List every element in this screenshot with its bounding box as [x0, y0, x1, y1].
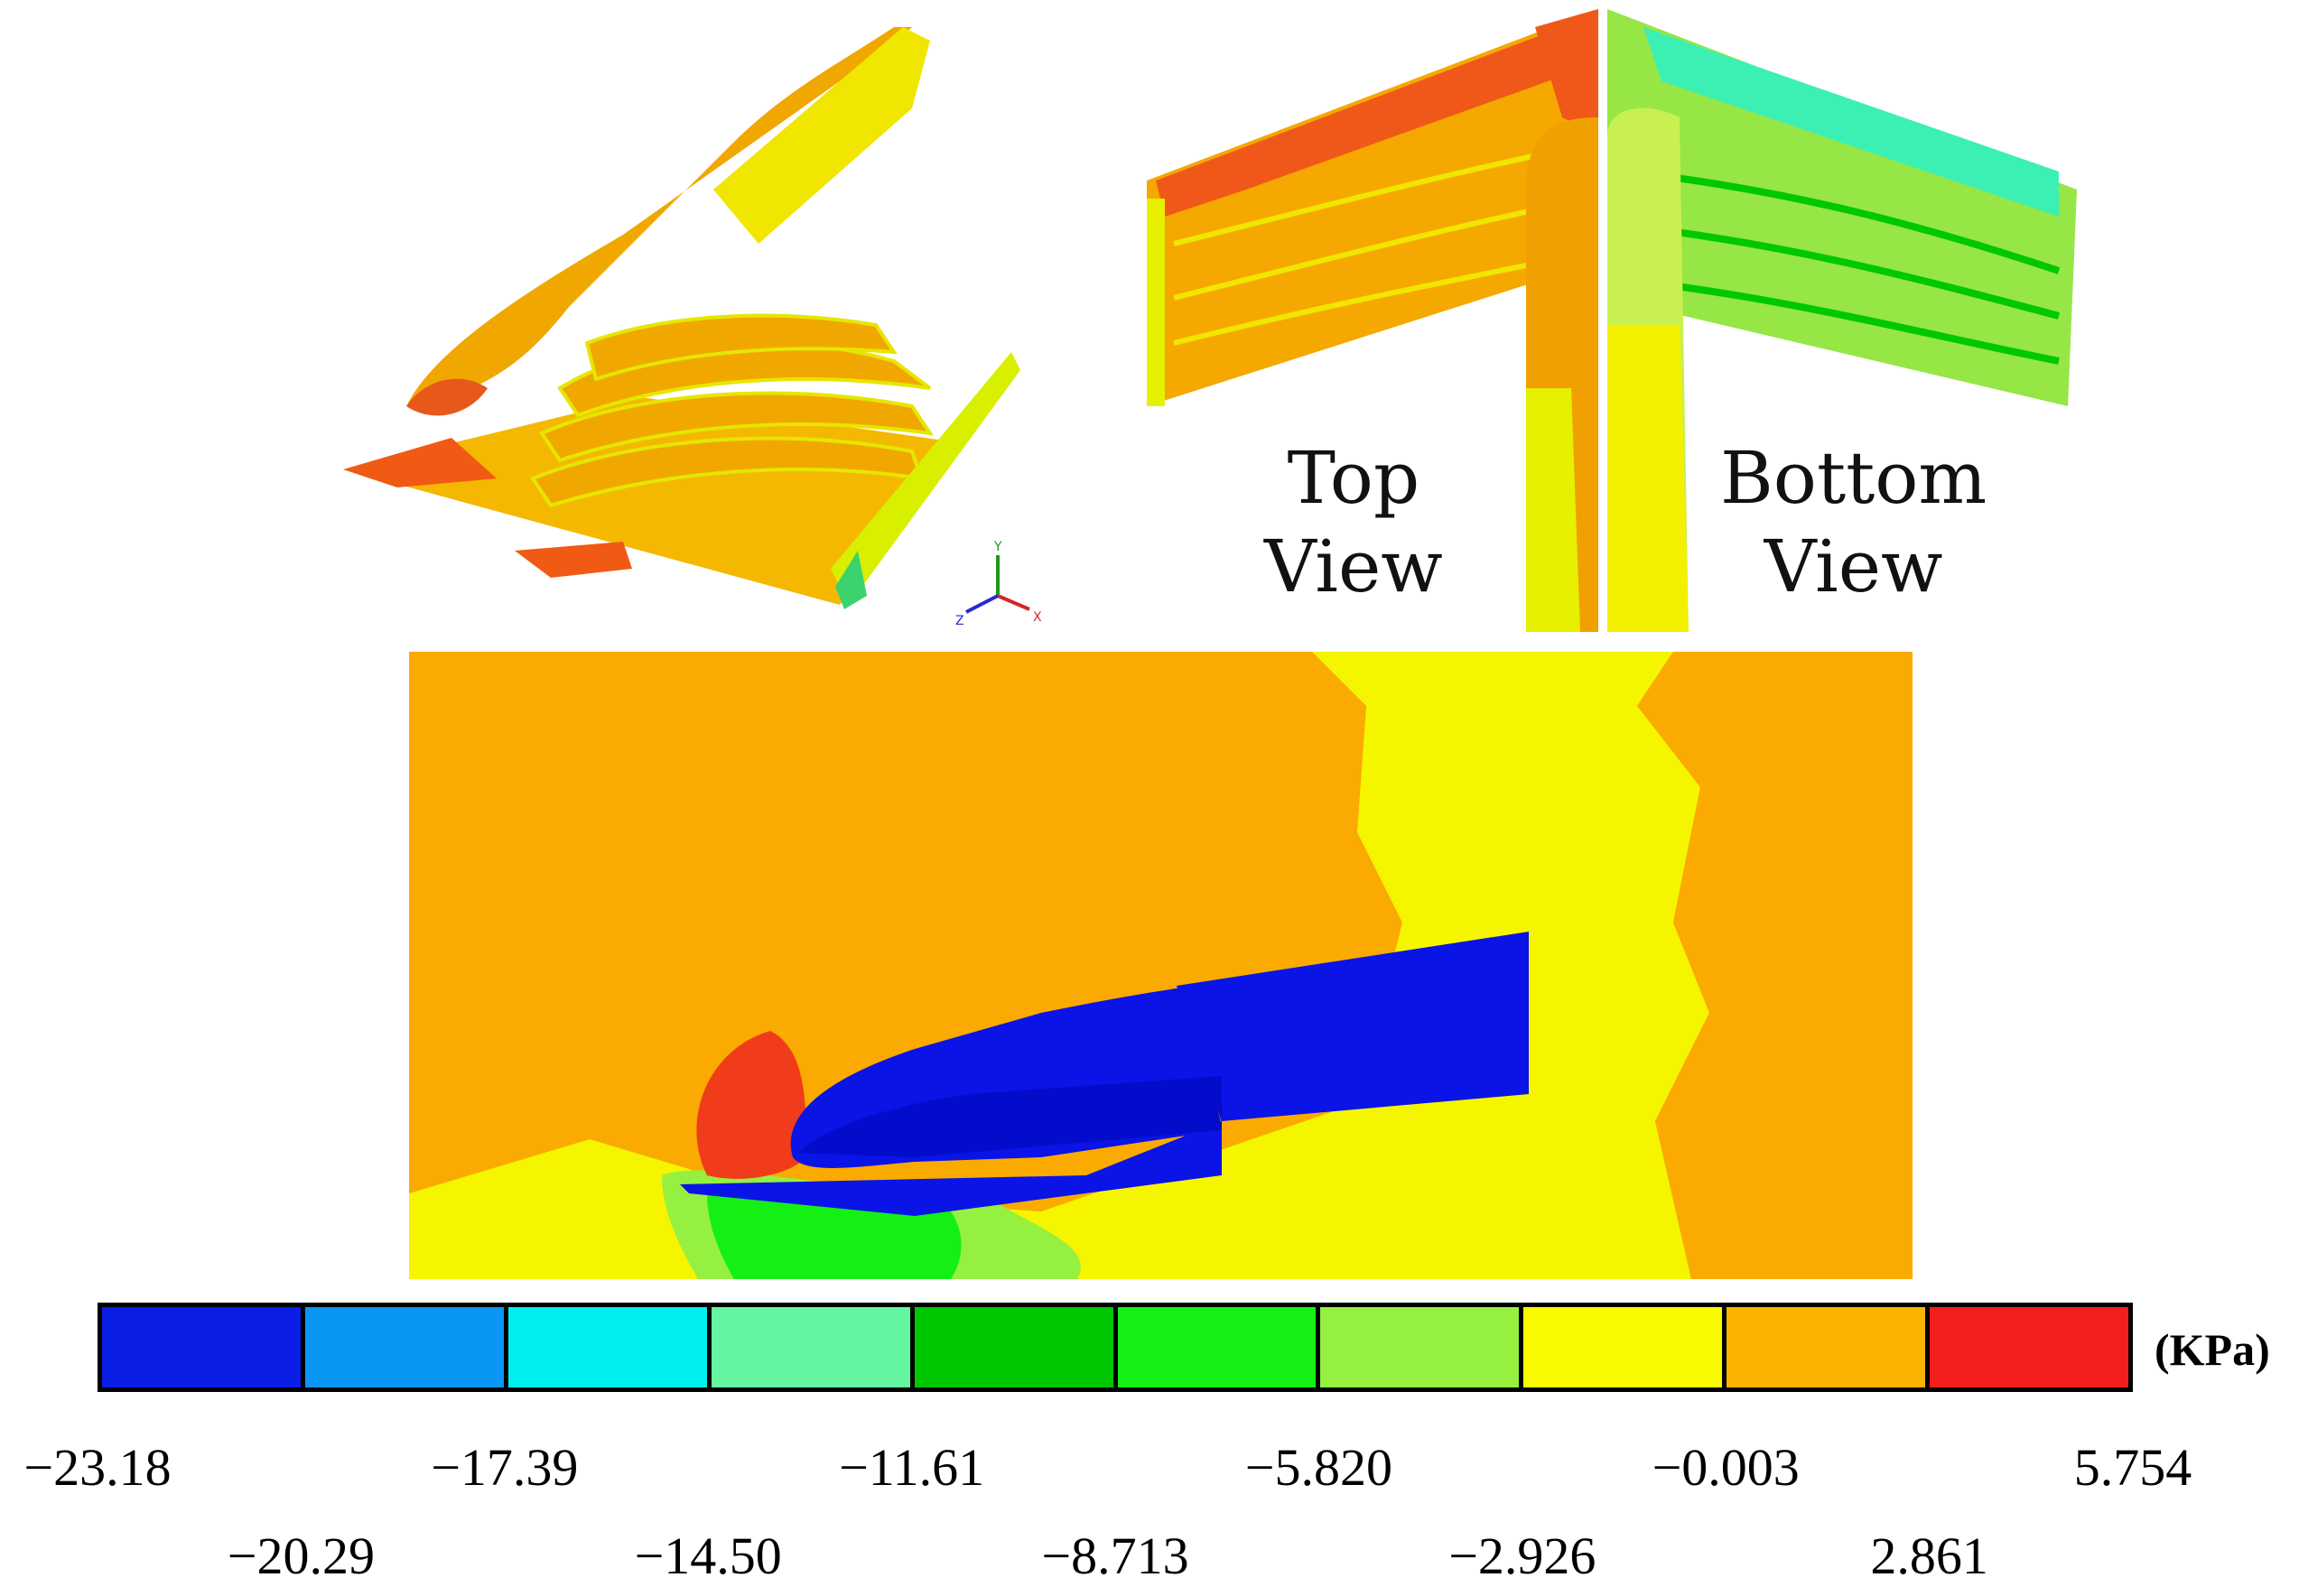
- base-plate-red-patch-2: [515, 542, 632, 578]
- colorbar-tick-label: −0.003: [1652, 1438, 1800, 1497]
- unit-label: (KPa): [2155, 1324, 2270, 1375]
- side-section-contour: [409, 652, 1913, 1279]
- top-view-label-line2: View: [1264, 524, 1443, 608]
- bottom-view-label-line1: Bottom: [1720, 436, 1987, 520]
- bottom-view-slot-2: [1624, 222, 2061, 320]
- colorbar-swatch: [914, 1307, 1118, 1387]
- endplate-green-edge: [835, 551, 867, 609]
- top-view-label: Top View: [1264, 442, 1443, 603]
- bottom-view-slot-3: [1624, 276, 2060, 365]
- top-view-contour: [1147, 9, 1598, 632]
- blue-body-lower: [680, 1121, 1222, 1216]
- colorbar-tick-label: −14.50: [634, 1526, 782, 1585]
- bottom-view-nose-yellow: [1607, 325, 1689, 632]
- top-view-yellow-edge: [1147, 199, 1165, 406]
- top-view-nose-yellow: [1526, 388, 1580, 632]
- colorbar-tick-label: −20.29: [227, 1526, 375, 1585]
- bottom-view-label: Bottom View: [1720, 442, 1987, 603]
- colorbar-tick-label: −11.61: [839, 1438, 985, 1497]
- colorbar-tick-label: −17.39: [431, 1438, 579, 1497]
- top-view-wing: [1147, 9, 1598, 406]
- field-orange-right-region: [1637, 652, 1913, 1279]
- colorbar-tick-label: 5.754: [2073, 1438, 2192, 1497]
- colorbar-tick-label: −5.820: [1244, 1438, 1392, 1497]
- endplate: [831, 352, 1020, 605]
- colorbar-swatch: [1727, 1307, 1931, 1387]
- nose-cone: [406, 27, 912, 406]
- colorbar-tick-label: 2.861: [1870, 1526, 1988, 1585]
- colorbar-swatch: [102, 1307, 305, 1387]
- top-view-red-tip: [1535, 9, 1598, 135]
- field-yellow-region: [409, 652, 1709, 1279]
- axis-triad: Y X Z: [955, 540, 1042, 628]
- field-deep-green-region: [707, 1193, 962, 1279]
- colorbar-swatch: [711, 1307, 915, 1387]
- colorbar-tick-label: −23.18: [23, 1438, 172, 1497]
- top-view-label-line1: Top: [1287, 436, 1420, 520]
- isometric-wing-contour: Y X Z: [343, 27, 1042, 628]
- bottom-view-cyan-band: [1643, 27, 2059, 217]
- nose-cone-red-tip: [406, 378, 488, 416]
- axis-x-label: X: [1033, 610, 1042, 625]
- colorbar-tick-label: −8.713: [1041, 1526, 1189, 1585]
- axis-z-label: Z: [955, 614, 964, 628]
- colorbar-swatch: [1930, 1307, 2129, 1387]
- bottom-view-slot-1: [1624, 168, 2061, 274]
- colorbar-swatch: [1320, 1307, 1524, 1387]
- pressure-colorbar: [98, 1303, 2133, 1392]
- colorbar-swatch: [1523, 1307, 1727, 1387]
- field-red-region: [696, 1031, 806, 1179]
- colorbar-swatch: [507, 1307, 712, 1387]
- wing-element-2: [539, 391, 935, 463]
- colorbar-swatch: [1117, 1307, 1321, 1387]
- top-view-leading-edge-red: [1156, 14, 1598, 217]
- colorbar-swatch: [304, 1307, 508, 1387]
- bottom-view-label-line2: View: [1764, 524, 1943, 608]
- nose-cone-highlight: [713, 27, 930, 244]
- base-plate-red-patch: [343, 438, 497, 487]
- blue-body-shadow: [797, 1076, 1222, 1157]
- blue-body-main: [1177, 932, 1529, 1121]
- axis-y-label: Y: [993, 540, 1002, 554]
- colorbar-tick-label: −2.926: [1448, 1526, 1596, 1585]
- bottom-view-contour: [1607, 9, 2077, 632]
- wing-element-4: [584, 313, 898, 382]
